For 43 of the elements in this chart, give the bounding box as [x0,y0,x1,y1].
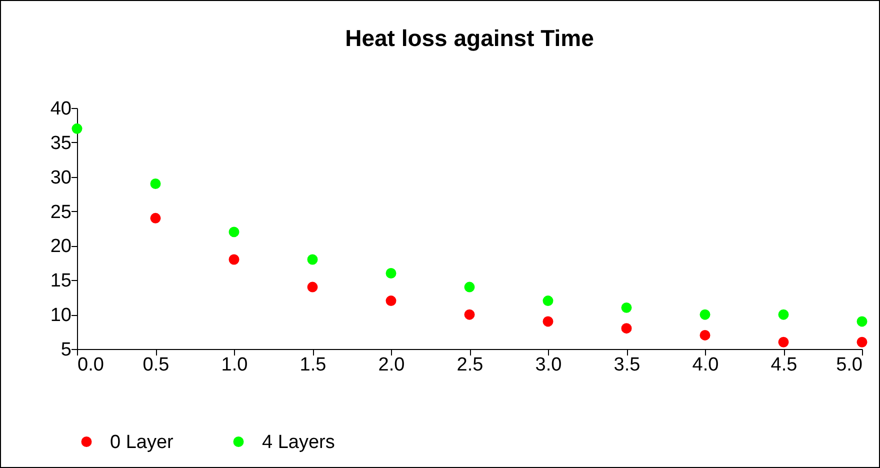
y-tick-label: 15 [50,270,72,292]
point [228,226,240,238]
y-tick-label: 5 [60,340,72,360]
point [464,282,475,292]
point [228,254,240,265]
y-tick-label: 30 [50,167,72,188]
y-tick-label: 25 [50,202,72,223]
x-tick-label: 1.5 [300,354,326,376]
x-tick-label: 4.0 [692,354,719,376]
point [542,296,554,306]
point [621,302,632,313]
point [856,336,868,348]
y-tick-label: 10 [50,305,72,326]
point [307,254,318,265]
x-tick-label: 4.5 [770,354,798,376]
legend-label: 0 Layer [110,432,174,453]
x-tick-label: 2.0 [378,354,405,376]
point [621,323,632,334]
x-tick-label: 5.0 [836,354,862,376]
point [386,296,396,306]
point [386,268,396,278]
x-tick-label: 0.5 [142,354,170,376]
point [700,309,710,320]
point [856,316,868,327]
x-tick-label: 2.5 [456,354,484,376]
legend-label: 4 Layers [262,432,335,453]
point [778,309,789,320]
y-tick-label: 40 [50,98,72,120]
point [778,336,789,348]
point [464,309,475,320]
point [307,282,318,292]
x-tick-label: 1.0 [221,354,248,376]
point [72,123,82,134]
x-tick-label: 0.0 [78,354,104,376]
y-tick-label: 20 [50,236,72,258]
x-tick-label: 3.0 [535,354,562,376]
y-tick-label: 35 [50,132,72,154]
chart-title: Heat loss against Time [345,25,594,51]
point [542,316,554,327]
point [150,212,161,224]
point [150,178,161,189]
point [700,330,710,340]
x-tick-label: 3.5 [614,354,640,376]
